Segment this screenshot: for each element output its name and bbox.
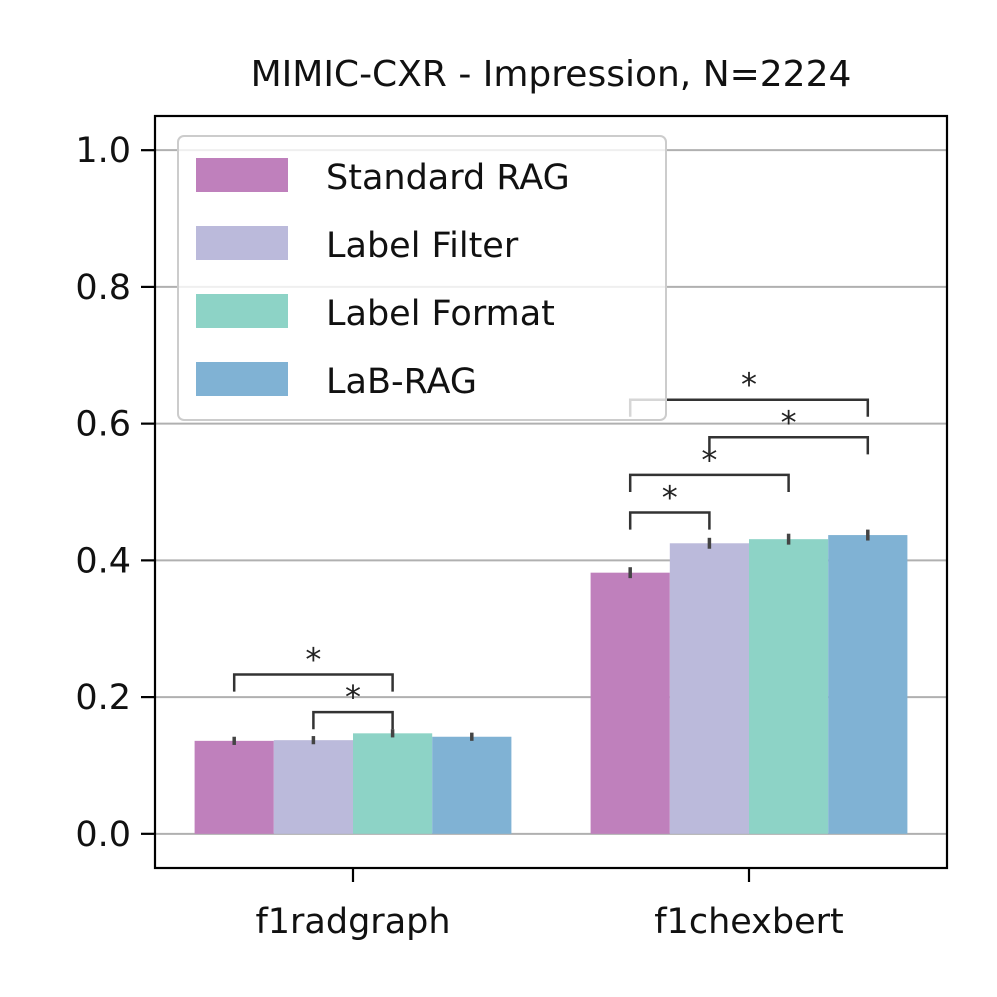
legend-swatch-2 bbox=[196, 294, 288, 328]
significance-bracket bbox=[708, 436, 870, 455]
y-tick-label: 0.8 bbox=[75, 268, 131, 308]
legend-swatch-1 bbox=[196, 226, 288, 260]
legend-label-0: Standard RAG bbox=[326, 158, 570, 198]
bar-f1radgraph-1 bbox=[273, 740, 353, 834]
significance-layer: * * * * * * bbox=[232, 366, 870, 730]
significance-bracket bbox=[628, 473, 790, 492]
bar-f1chexbert-1 bbox=[669, 543, 749, 834]
axes-layer: 0.0 0.2 0.4 0.6 0.8 1.0 f1radgraph f1chexbert bbox=[75, 114, 949, 942]
x-tick-label-f1radgraph: f1radgraph bbox=[255, 902, 450, 942]
legend-label-3: LaB-RAG bbox=[326, 362, 477, 402]
x-tick-label-f1chexbert: f1chexbert bbox=[654, 902, 844, 942]
significance-star: * bbox=[781, 403, 797, 441]
legend-swatch-3 bbox=[196, 362, 288, 396]
y-tick-label: 0.0 bbox=[75, 815, 131, 855]
legend-label-2: Label Format bbox=[326, 294, 555, 334]
bar-f1chexbert-2 bbox=[749, 539, 829, 834]
significance-bracket bbox=[312, 710, 394, 730]
y-tick-label: 0.6 bbox=[75, 405, 131, 445]
bar-f1radgraph-0 bbox=[194, 740, 274, 834]
significance-bracket bbox=[232, 673, 394, 692]
y-tick-label: 1.0 bbox=[75, 131, 131, 171]
significance-star: * bbox=[662, 479, 678, 517]
y-tick-label: 0.4 bbox=[75, 541, 131, 581]
bar-f1radgraph-3 bbox=[432, 736, 512, 834]
significance-star: * bbox=[741, 366, 757, 404]
y-tick-label: 0.2 bbox=[75, 678, 131, 718]
legend: Standard RAG Label Filter Label Format LaB-… bbox=[177, 135, 667, 421]
bar-f1radgraph-2 bbox=[353, 733, 433, 834]
bars-layer bbox=[194, 529, 908, 834]
bar-f1chexbert-3 bbox=[828, 535, 908, 834]
legend-box bbox=[177, 135, 667, 421]
chart-title: MIMIC-CXR - Impression, N=2224 bbox=[251, 54, 852, 95]
plot-frame bbox=[153, 114, 949, 870]
significance-star: * bbox=[305, 641, 321, 679]
significance-star: * bbox=[345, 678, 361, 716]
significance-bracket bbox=[628, 511, 711, 530]
legend-label-1: Label Filter bbox=[326, 226, 519, 266]
bar-f1chexbert-0 bbox=[590, 572, 670, 834]
significance-star: * bbox=[701, 441, 717, 479]
legend-swatch-0 bbox=[196, 158, 288, 192]
